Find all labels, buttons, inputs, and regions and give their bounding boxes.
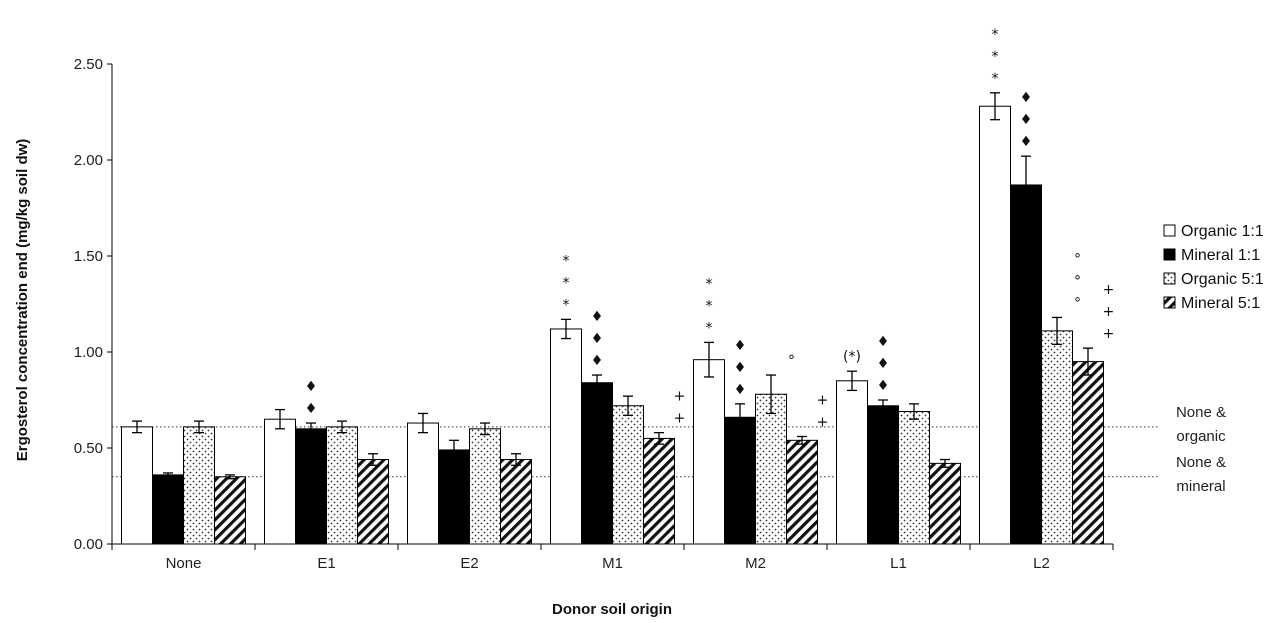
significance-mark: ♦ bbox=[305, 379, 318, 395]
bar bbox=[724, 416, 756, 545]
bar bbox=[581, 382, 613, 545]
axes: 0.00 0.50 1.00 1.50 2.00 2.50 None E1 E2 M1 M2 L1 L2 bbox=[74, 56, 1114, 572]
legend-label: Mineral 5:1 bbox=[1181, 295, 1260, 312]
legend-label: Organic 1:1 bbox=[1181, 223, 1264, 240]
significance-mark: + bbox=[674, 389, 686, 405]
significance-mark: + bbox=[1103, 326, 1115, 342]
reference-line-label: None & bbox=[1176, 454, 1226, 471]
significance-mark: * bbox=[706, 276, 713, 292]
legend-label: Mineral 1:1 bbox=[1181, 247, 1260, 264]
reference-line-label: organic bbox=[1176, 428, 1226, 445]
bar bbox=[1041, 330, 1073, 545]
bar bbox=[786, 439, 818, 545]
bar bbox=[550, 328, 582, 545]
significance-mark: * bbox=[992, 71, 999, 87]
x-tick-label: M2 bbox=[745, 555, 766, 572]
significance-mark: * bbox=[992, 27, 999, 43]
reference-line-label: None & bbox=[1176, 404, 1226, 421]
bar bbox=[867, 405, 899, 545]
significance-mark: + bbox=[674, 411, 686, 427]
significance-mark: * bbox=[706, 298, 713, 314]
bar bbox=[500, 459, 532, 545]
significance-mark: ♦ bbox=[591, 309, 604, 325]
significance-mark: ° bbox=[788, 353, 795, 369]
bar bbox=[929, 462, 961, 545]
bar bbox=[152, 474, 184, 545]
x-tick-label: E2 bbox=[460, 555, 478, 572]
significance-mark: ° bbox=[1074, 273, 1081, 289]
bar bbox=[979, 105, 1011, 545]
x-tick-label: L2 bbox=[1033, 555, 1050, 572]
legend-swatch bbox=[1163, 296, 1176, 309]
bar bbox=[898, 411, 930, 545]
significance-mark: + bbox=[1103, 282, 1115, 298]
bar bbox=[183, 426, 215, 545]
y-tick-label: 2.00 bbox=[74, 152, 103, 169]
significance-mark: ♦ bbox=[591, 353, 604, 369]
legend-swatch bbox=[1163, 248, 1176, 261]
bar bbox=[214, 476, 246, 545]
bar bbox=[643, 437, 675, 545]
significance-mark: + bbox=[1103, 304, 1115, 320]
significance-mark: ♦ bbox=[305, 401, 318, 417]
significance-mark: * bbox=[706, 320, 713, 336]
significance-mark: ♦ bbox=[877, 378, 890, 394]
bar bbox=[264, 418, 296, 545]
bar bbox=[836, 380, 868, 545]
significance-mark: * bbox=[563, 297, 570, 313]
significance-mark: ♦ bbox=[591, 331, 604, 347]
bar bbox=[693, 359, 725, 545]
y-tick-label: 1.50 bbox=[74, 248, 103, 265]
legend-label: Organic 5:1 bbox=[1181, 271, 1264, 288]
bar bbox=[469, 428, 501, 545]
bar-group: ♦ ♦ * * * ♦ ♦ ♦ + + * * * ♦ ♦ ♦ ° + + (*) ♦ ♦ ♦ * * * ♦ ♦ ♦ ° ° ° + + + bbox=[121, 27, 1115, 545]
significance-mark: * bbox=[992, 49, 999, 65]
significance-mark: ♦ bbox=[877, 334, 890, 350]
y-tick-label: 0.00 bbox=[74, 536, 103, 553]
significance-mark: ♦ bbox=[1020, 112, 1033, 128]
significance-mark: + bbox=[817, 414, 829, 430]
significance-mark: ♦ bbox=[1020, 134, 1033, 150]
significance-mark: * bbox=[563, 253, 570, 269]
bar bbox=[755, 393, 787, 545]
bar bbox=[1072, 361, 1104, 545]
bar bbox=[121, 426, 153, 545]
bar bbox=[407, 422, 439, 545]
significance-mark: ♦ bbox=[734, 338, 747, 354]
x-tick-label: None bbox=[166, 555, 202, 572]
significance-mark: (*) bbox=[843, 349, 861, 365]
reference-line-label: mineral bbox=[1176, 478, 1225, 495]
significance-mark: ° bbox=[1074, 251, 1081, 267]
x-tick-label: E1 bbox=[317, 555, 335, 572]
bar bbox=[357, 459, 389, 545]
x-tick-label: M1 bbox=[602, 555, 623, 572]
y-tick-label: 0.50 bbox=[74, 440, 103, 457]
legend-swatch bbox=[1163, 224, 1176, 237]
legend: Organic 1:1 Mineral 1:1 Organic 5:1 Mineral… bbox=[1163, 223, 1264, 312]
bar bbox=[438, 449, 470, 545]
x-tick-label: L1 bbox=[890, 555, 907, 572]
significance-mark: ♦ bbox=[1020, 90, 1033, 106]
significance-mark: ♦ bbox=[877, 356, 890, 372]
significance-mark: ° bbox=[1074, 295, 1081, 311]
y-axis-title: Ergosterol concentration end (mg/kg soil… bbox=[14, 139, 31, 462]
bar bbox=[295, 428, 327, 545]
significance-mark: + bbox=[817, 392, 829, 408]
legend-swatch bbox=[1163, 272, 1176, 285]
y-tick-label: 2.50 bbox=[74, 56, 103, 73]
significance-mark: * bbox=[563, 275, 570, 291]
bar bbox=[1010, 184, 1042, 545]
y-tick-label: 1.00 bbox=[74, 344, 103, 361]
bar bbox=[326, 426, 358, 545]
significance-mark: ♦ bbox=[734, 382, 747, 398]
bar bbox=[612, 405, 644, 545]
x-axis-title: Donor soil origin bbox=[552, 601, 672, 618]
significance-mark: ♦ bbox=[734, 360, 747, 376]
